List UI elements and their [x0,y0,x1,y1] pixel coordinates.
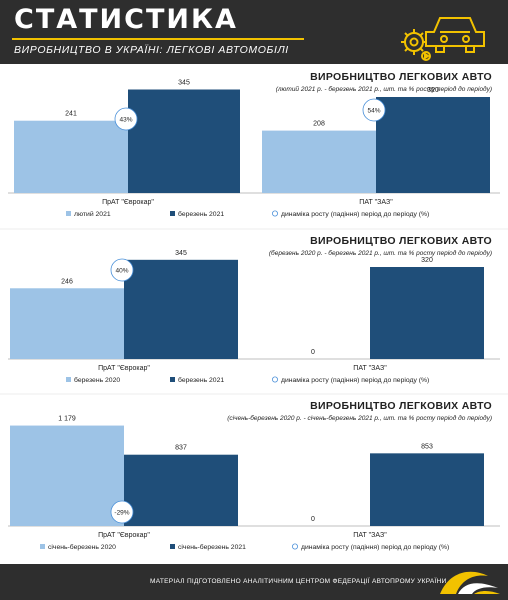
growth-label: 54% [367,108,380,115]
bar-current [128,89,240,193]
growth-label: 40% [115,268,128,275]
bar-current [124,259,238,359]
data-label: 0 [311,516,315,523]
charts-area: ВИРОБНИЦТВО ЛЕГКОВИХ АВТО (лютий 2021 р. … [0,71,508,551]
federation-logo-icon [440,571,500,594]
legend-circle [271,376,278,383]
chart-title: ВИРОБНИЦТВО ЛЕГКОВИХ АВТО [310,400,492,412]
legend-label: динаміка росту (падіння) період до періо… [301,543,449,551]
legend-swatch [170,377,175,382]
legend-label: березень 2021 [178,376,224,384]
chart-title: ВИРОБНИЦТВО ЛЕГКОВИХ АВТО [310,235,492,247]
chart-subtitle: (березень 2020 р. - березень 2021 р., шт… [269,249,492,257]
data-label: 345 [175,250,187,257]
title-underline [12,38,304,40]
legend-swatch [66,377,71,382]
category-label: ПАТ "ЗАЗ" [353,532,387,539]
growth-bubble [114,107,138,131]
data-label: 208 [313,121,325,128]
category-label: ПрАТ "Єврокар" [98,532,150,539]
growth-label: 43% [119,117,132,124]
category-label: ПАТ "ЗАЗ" [353,365,387,372]
bar-previous [262,130,376,193]
footer-text: МАТЕРІАЛ ПІДГОТОВЛЕНО АНАЛІТИЧНИМ ЦЕНТРО… [150,578,447,585]
legend-label: лютий 2021 [74,210,111,218]
legend-label: динаміка росту (падіння) період до періо… [281,376,429,384]
legend-label: березень 2021 [178,210,224,218]
legend-label: березень 2020 [74,376,120,384]
growth-label: -29% [114,510,129,517]
legend-swatch [66,211,71,216]
chart-subtitle: (січень-березень 2020 р. - січень-березе… [227,414,492,422]
legend-circle [271,210,278,217]
data-label: 246 [61,278,73,285]
header-bar: СТАТИСТИКА ВИРОБНИЦТВО В УКРАЇНІ: ЛЕГКОВ… [0,0,508,64]
legend-swatch [170,544,175,549]
page-subtitle: ВИРОБНИЦТВО В УКРАЇНІ: ЛЕГКОВІ АВТОМОБІЛ… [14,44,289,56]
legend-swatch [40,544,45,549]
growth-bubble [110,500,134,524]
data-label: 320 [421,257,433,264]
category-label: ПАТ "ЗАЗ" [359,199,393,206]
bar-current [370,453,484,526]
data-label: 853 [421,443,433,450]
data-label: 1 179 [58,416,76,423]
category-label: ПрАТ "Єврокар" [102,199,154,206]
footer-bar: МАТЕРІАЛ ПІДГОТОВЛЕНО АНАЛІТИЧНИМ ЦЕНТРО… [0,564,508,600]
category-label: ПрАТ "Єврокар" [98,365,150,372]
bar-current [124,454,238,526]
car-gear-icon [401,17,485,61]
data-label: 241 [65,111,77,118]
legend-label: січень-березень 2021 [178,543,246,551]
legend-swatch [170,211,175,216]
data-label: 837 [175,445,187,452]
bar-previous [10,288,124,359]
bar-previous [10,425,124,526]
data-label: 345 [178,80,190,87]
data-label: 0 [311,349,315,356]
page-title: СТАТИСТИКА [14,4,238,35]
growth-bubble [362,98,386,122]
data-label: 320 [427,87,439,94]
bar-current [370,267,484,359]
growth-bubble [110,258,134,282]
legend-circle [291,543,298,550]
legend-label: січень-березень 2020 [48,543,116,551]
chart-subtitle: (лютий 2021 р. - березень 2021 р., шт. т… [276,85,492,93]
bar-previous [14,120,128,193]
chart-title: ВИРОБНИЦТВО ЛЕГКОВИХ АВТО [310,71,492,83]
bar-current [376,97,490,193]
legend-label: динаміка росту (падіння) період до періо… [281,210,429,218]
